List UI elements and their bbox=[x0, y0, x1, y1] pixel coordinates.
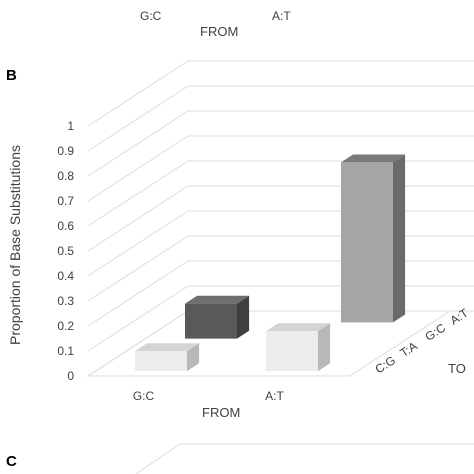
y-tick-label: 0.9 bbox=[57, 144, 74, 158]
x-tick-label: A:T bbox=[265, 389, 284, 403]
bar-side bbox=[187, 343, 200, 372]
bar-front bbox=[341, 162, 393, 323]
chart-panel-b: 00.10.20.30.40.50.60.70.80.91 G:C A:T C:G… bbox=[7, 60, 474, 420]
bar-front bbox=[185, 303, 237, 339]
bars bbox=[135, 154, 406, 372]
y-tick-label: 0.7 bbox=[57, 194, 74, 208]
gridline-side bbox=[87, 285, 189, 352]
z-tick-label: A:T bbox=[448, 305, 472, 327]
top-x-axis-label: FROM bbox=[200, 24, 238, 39]
gridline-side bbox=[87, 185, 189, 252]
y-tick-label: 0.1 bbox=[57, 344, 74, 358]
bar-side bbox=[237, 295, 250, 339]
y-tick-label: 1 bbox=[67, 119, 74, 133]
bar-AT-to-AT bbox=[341, 154, 406, 323]
x-tick-label: G:C bbox=[133, 389, 155, 403]
top-x-tick-label-0: G:C bbox=[140, 9, 162, 23]
z-axis-label: TO bbox=[448, 361, 466, 376]
gridline-side bbox=[87, 210, 189, 277]
bar-top bbox=[266, 323, 331, 332]
gridline-side bbox=[87, 135, 189, 202]
bar-GC-to-CG bbox=[135, 343, 200, 372]
bar-side bbox=[318, 323, 331, 372]
gridlines bbox=[87, 60, 474, 377]
y-tick-label: 0.8 bbox=[57, 169, 74, 183]
gridline-side bbox=[87, 60, 189, 127]
z-tick-label: C:G bbox=[373, 353, 399, 376]
top-x-tick-label-1: A:T bbox=[272, 9, 291, 23]
y-tick-label: 0.2 bbox=[57, 319, 74, 333]
y-tick-label: 0.3 bbox=[57, 294, 74, 308]
top-panel-fragment: G:C A:T FROM bbox=[140, 9, 291, 39]
panel-b-label: B bbox=[6, 67, 17, 84]
gridline-side bbox=[87, 110, 189, 177]
y-tick-label: 0.5 bbox=[57, 244, 74, 258]
bar-top bbox=[185, 295, 250, 304]
bar-front bbox=[135, 351, 187, 372]
x-tick-labels: G:C A:T bbox=[133, 389, 285, 403]
gridline-side bbox=[87, 160, 189, 227]
y-tick-label: 0.4 bbox=[57, 269, 74, 283]
bar-top bbox=[341, 154, 406, 163]
y-tick-label: 0 bbox=[67, 369, 74, 383]
bottom-panel-fragment bbox=[135, 443, 474, 474]
gridline-side bbox=[87, 85, 189, 152]
y-axis-label: Proportion of Base Substitutions bbox=[7, 145, 23, 345]
y-tick-labels: 0 0.1 0.2 0.3 0.4 0.5 0.6 0.7 0.8 0.9 1 bbox=[57, 119, 74, 383]
gridline-side bbox=[87, 310, 189, 377]
y-tick-label: 0.6 bbox=[57, 219, 74, 233]
z-tick-label: G:C bbox=[423, 320, 449, 344]
gridline-side bbox=[87, 235, 189, 302]
x-axis-label: FROM bbox=[202, 405, 240, 420]
gridline-side bbox=[87, 260, 189, 327]
bar-GC-to-GC bbox=[185, 295, 250, 339]
bar-AT-to-CG bbox=[266, 323, 331, 372]
bar-front bbox=[266, 331, 318, 372]
panel-c-label: C bbox=[6, 453, 17, 470]
bar-top bbox=[135, 343, 200, 352]
bar-side bbox=[393, 154, 406, 323]
z-tick-label: T:A bbox=[398, 339, 420, 360]
